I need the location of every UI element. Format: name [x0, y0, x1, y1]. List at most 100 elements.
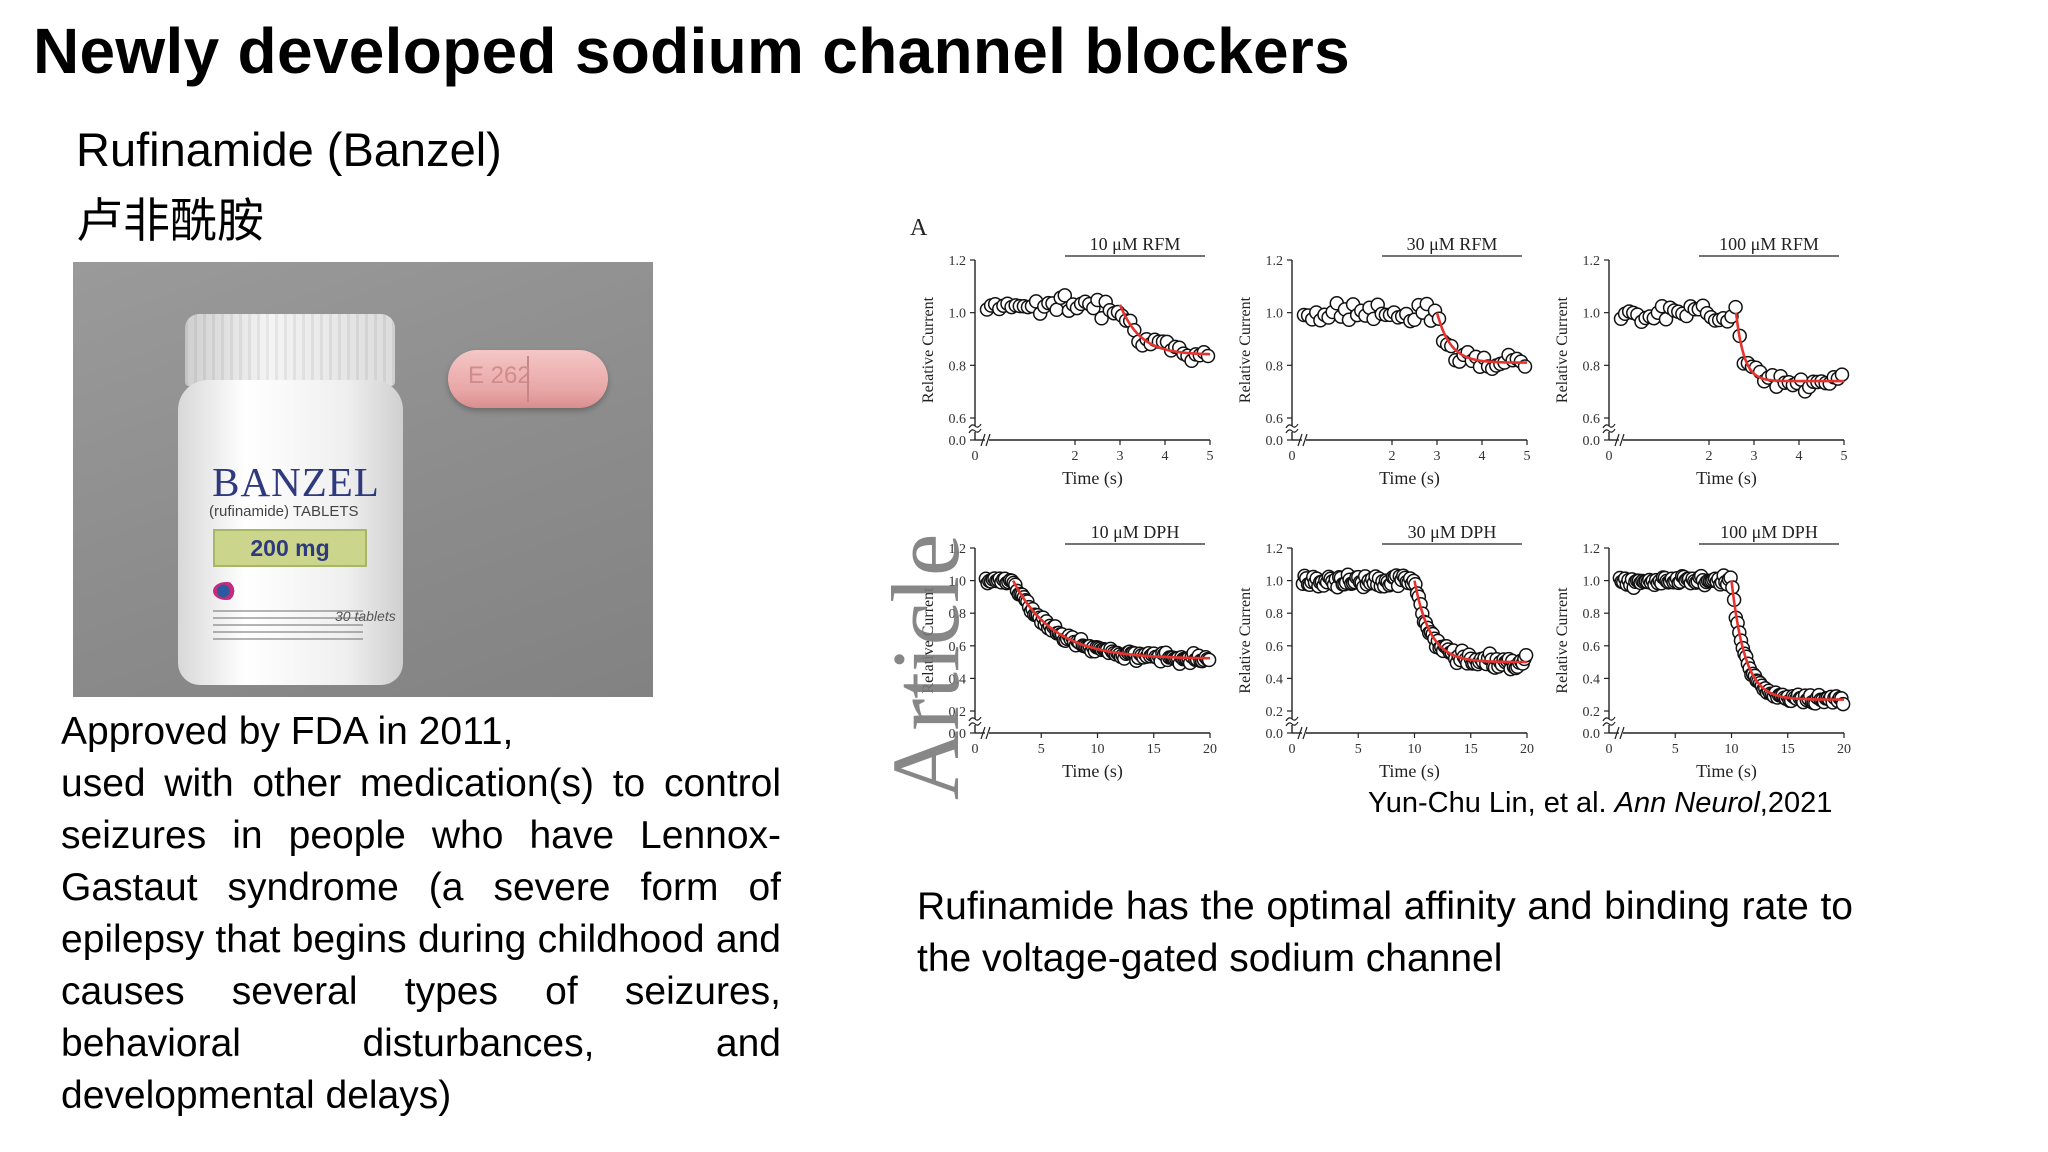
x-tick-label: 10: [1408, 742, 1422, 757]
y-tick-label: 0.8: [1266, 607, 1284, 622]
y-tick-label: 0.0: [949, 434, 967, 449]
x-tick-label: 0: [1289, 449, 1296, 464]
x-tick-label: 10: [1091, 742, 1105, 757]
y-axis-break-icon: [1602, 716, 1616, 727]
eisai-logo-icon: [213, 582, 239, 600]
bottle-generic-name: (rufinamide) TABLETS: [209, 503, 359, 520]
y-tick-label: 1.0: [949, 575, 967, 590]
x-tick-label: 0: [1606, 742, 1613, 757]
banzel-bottle-photo: BANZEL (rufinamide) TABLETS 200 mg 30 ta…: [73, 262, 653, 697]
y-axis-label: Relative Current: [920, 587, 937, 694]
y-tick-label: 0.4: [949, 672, 967, 687]
y-tick-label: 0.8: [1266, 359, 1284, 374]
x-tick-label: 15: [1781, 742, 1795, 757]
citation: Yun-Chu Lin, et al. Ann Neurol,2021: [1368, 787, 1832, 820]
bottle-cap: [185, 314, 395, 386]
y-tick-label: 1.0: [1583, 307, 1601, 322]
x-axis-label: Time (s): [1696, 761, 1757, 782]
y-axis-label: Relative Current: [1554, 296, 1571, 403]
x-tick-label: 3: [1117, 449, 1124, 464]
indication-text: used with other medication(s) to control…: [61, 762, 781, 1117]
y-axis-label: Relative Current: [1237, 587, 1254, 694]
y-tick-label: 0.6: [1266, 412, 1284, 427]
y-axis-break-icon: [1602, 423, 1616, 434]
panel-title: 10 μM RFM: [1090, 234, 1181, 254]
fit-curve: [1734, 312, 1844, 383]
conclusion-part1: Rufinamide has the optimal affinity and …: [917, 885, 1730, 928]
panel-title: 10 μM DPH: [1091, 522, 1180, 542]
y-tick-label: 0.6: [949, 640, 967, 655]
data-point: [1200, 348, 1216, 364]
fit-curve: [1011, 579, 1210, 660]
x-axis-label: Time (s): [1379, 468, 1440, 489]
y-tick-label: 0.0: [1266, 727, 1284, 742]
y-tick-label: 0.0: [1583, 434, 1601, 449]
panel-title: 30 μM DPH: [1408, 522, 1497, 542]
y-axis-break-icon: [968, 423, 982, 434]
y-axis-break-icon: [1285, 423, 1299, 434]
x-tick-label: 4: [1479, 449, 1486, 464]
y-tick-label: 0.4: [1583, 672, 1601, 687]
x-tick-label: 0: [1606, 449, 1613, 464]
y-tick-label: 0.6: [1266, 640, 1284, 655]
bottle-count: 30 tablets: [335, 608, 396, 624]
x-tick-label: 0: [1289, 742, 1296, 757]
y-tick-label: 1.2: [1583, 542, 1601, 557]
x-axis-label: Time (s): [1062, 468, 1123, 489]
x-tick-label: 20: [1837, 742, 1851, 757]
data-point: [1057, 288, 1073, 303]
x-tick-label: 5: [1841, 449, 1848, 464]
y-axis-break-icon: [968, 716, 982, 727]
citation-year: ,2021: [1759, 787, 1833, 819]
x-tick-label: 2: [1389, 449, 1396, 464]
y-tick-label: 0.0: [949, 727, 967, 742]
x-tick-label: 10: [1725, 742, 1739, 757]
y-tick-label: 0.4: [1266, 672, 1284, 687]
x-tick-label: 15: [1464, 742, 1478, 757]
bottle-brand: BANZEL: [212, 459, 380, 505]
x-tick-label: 4: [1162, 449, 1169, 464]
x-axis-break-icon: [1297, 433, 1308, 447]
x-tick-label: 5: [1207, 449, 1214, 464]
description-text: Approved by FDA in 2011, used with other…: [61, 706, 781, 1122]
fit-curve: [1413, 580, 1527, 664]
x-tick-label: 2: [1072, 449, 1079, 464]
y-axis-break-icon: [1285, 716, 1299, 727]
data-point: [1834, 367, 1850, 382]
y-tick-label: 1.2: [1266, 542, 1284, 557]
y-tick-label: 1.2: [1583, 254, 1601, 269]
conclusion-part2: rate to the voltage-gated sodium channel: [917, 885, 1853, 980]
x-tick-label: 5: [1672, 742, 1679, 757]
drug-name-chinese: 卢非酰胺: [76, 194, 264, 249]
y-tick-label: 0.6: [1583, 640, 1601, 655]
x-tick-label: 5: [1524, 449, 1531, 464]
y-tick-label: 0.6: [1583, 412, 1601, 427]
panel-label: A: [910, 215, 928, 241]
x-axis-break-icon: [1614, 726, 1625, 740]
fit-curve: [1435, 312, 1527, 364]
x-tick-label: 4: [1796, 449, 1803, 464]
pill-imprint: E 262: [468, 362, 531, 389]
x-axis-label: Time (s): [1062, 761, 1123, 782]
y-tick-label: 0.8: [949, 359, 967, 374]
y-tick-label: 0.8: [1583, 359, 1601, 374]
y-tick-label: 1.0: [949, 307, 967, 322]
panel-title: 30 μM RFM: [1407, 234, 1498, 254]
citation-journal: Ann Neurol: [1614, 787, 1760, 819]
y-tick-label: 0.6: [949, 412, 967, 427]
x-axis-break-icon: [1614, 433, 1625, 447]
x-tick-label: 3: [1434, 449, 1441, 464]
y-tick-label: 0.2: [949, 705, 967, 720]
x-tick-label: 2: [1706, 449, 1713, 464]
y-axis-label: Relative Current: [1554, 587, 1571, 694]
x-axis-label: Time (s): [1379, 761, 1440, 782]
y-tick-label: 1.2: [949, 254, 967, 269]
y-tick-label: 0.0: [1583, 727, 1601, 742]
y-tick-label: 1.0: [1583, 575, 1601, 590]
panel-title: 100 μM DPH: [1720, 522, 1818, 542]
x-tick-label: 5: [1038, 742, 1045, 757]
current-traces-figure: A 0.0 0.6 0.8 1.0 1.2 0 2 3 4 5 Time (s) Relative Cu…: [880, 205, 1880, 805]
x-tick-label: 0: [972, 449, 979, 464]
x-tick-label: 15: [1147, 742, 1161, 757]
citation-author: Yun-Chu Lin, et al.: [1368, 787, 1607, 819]
